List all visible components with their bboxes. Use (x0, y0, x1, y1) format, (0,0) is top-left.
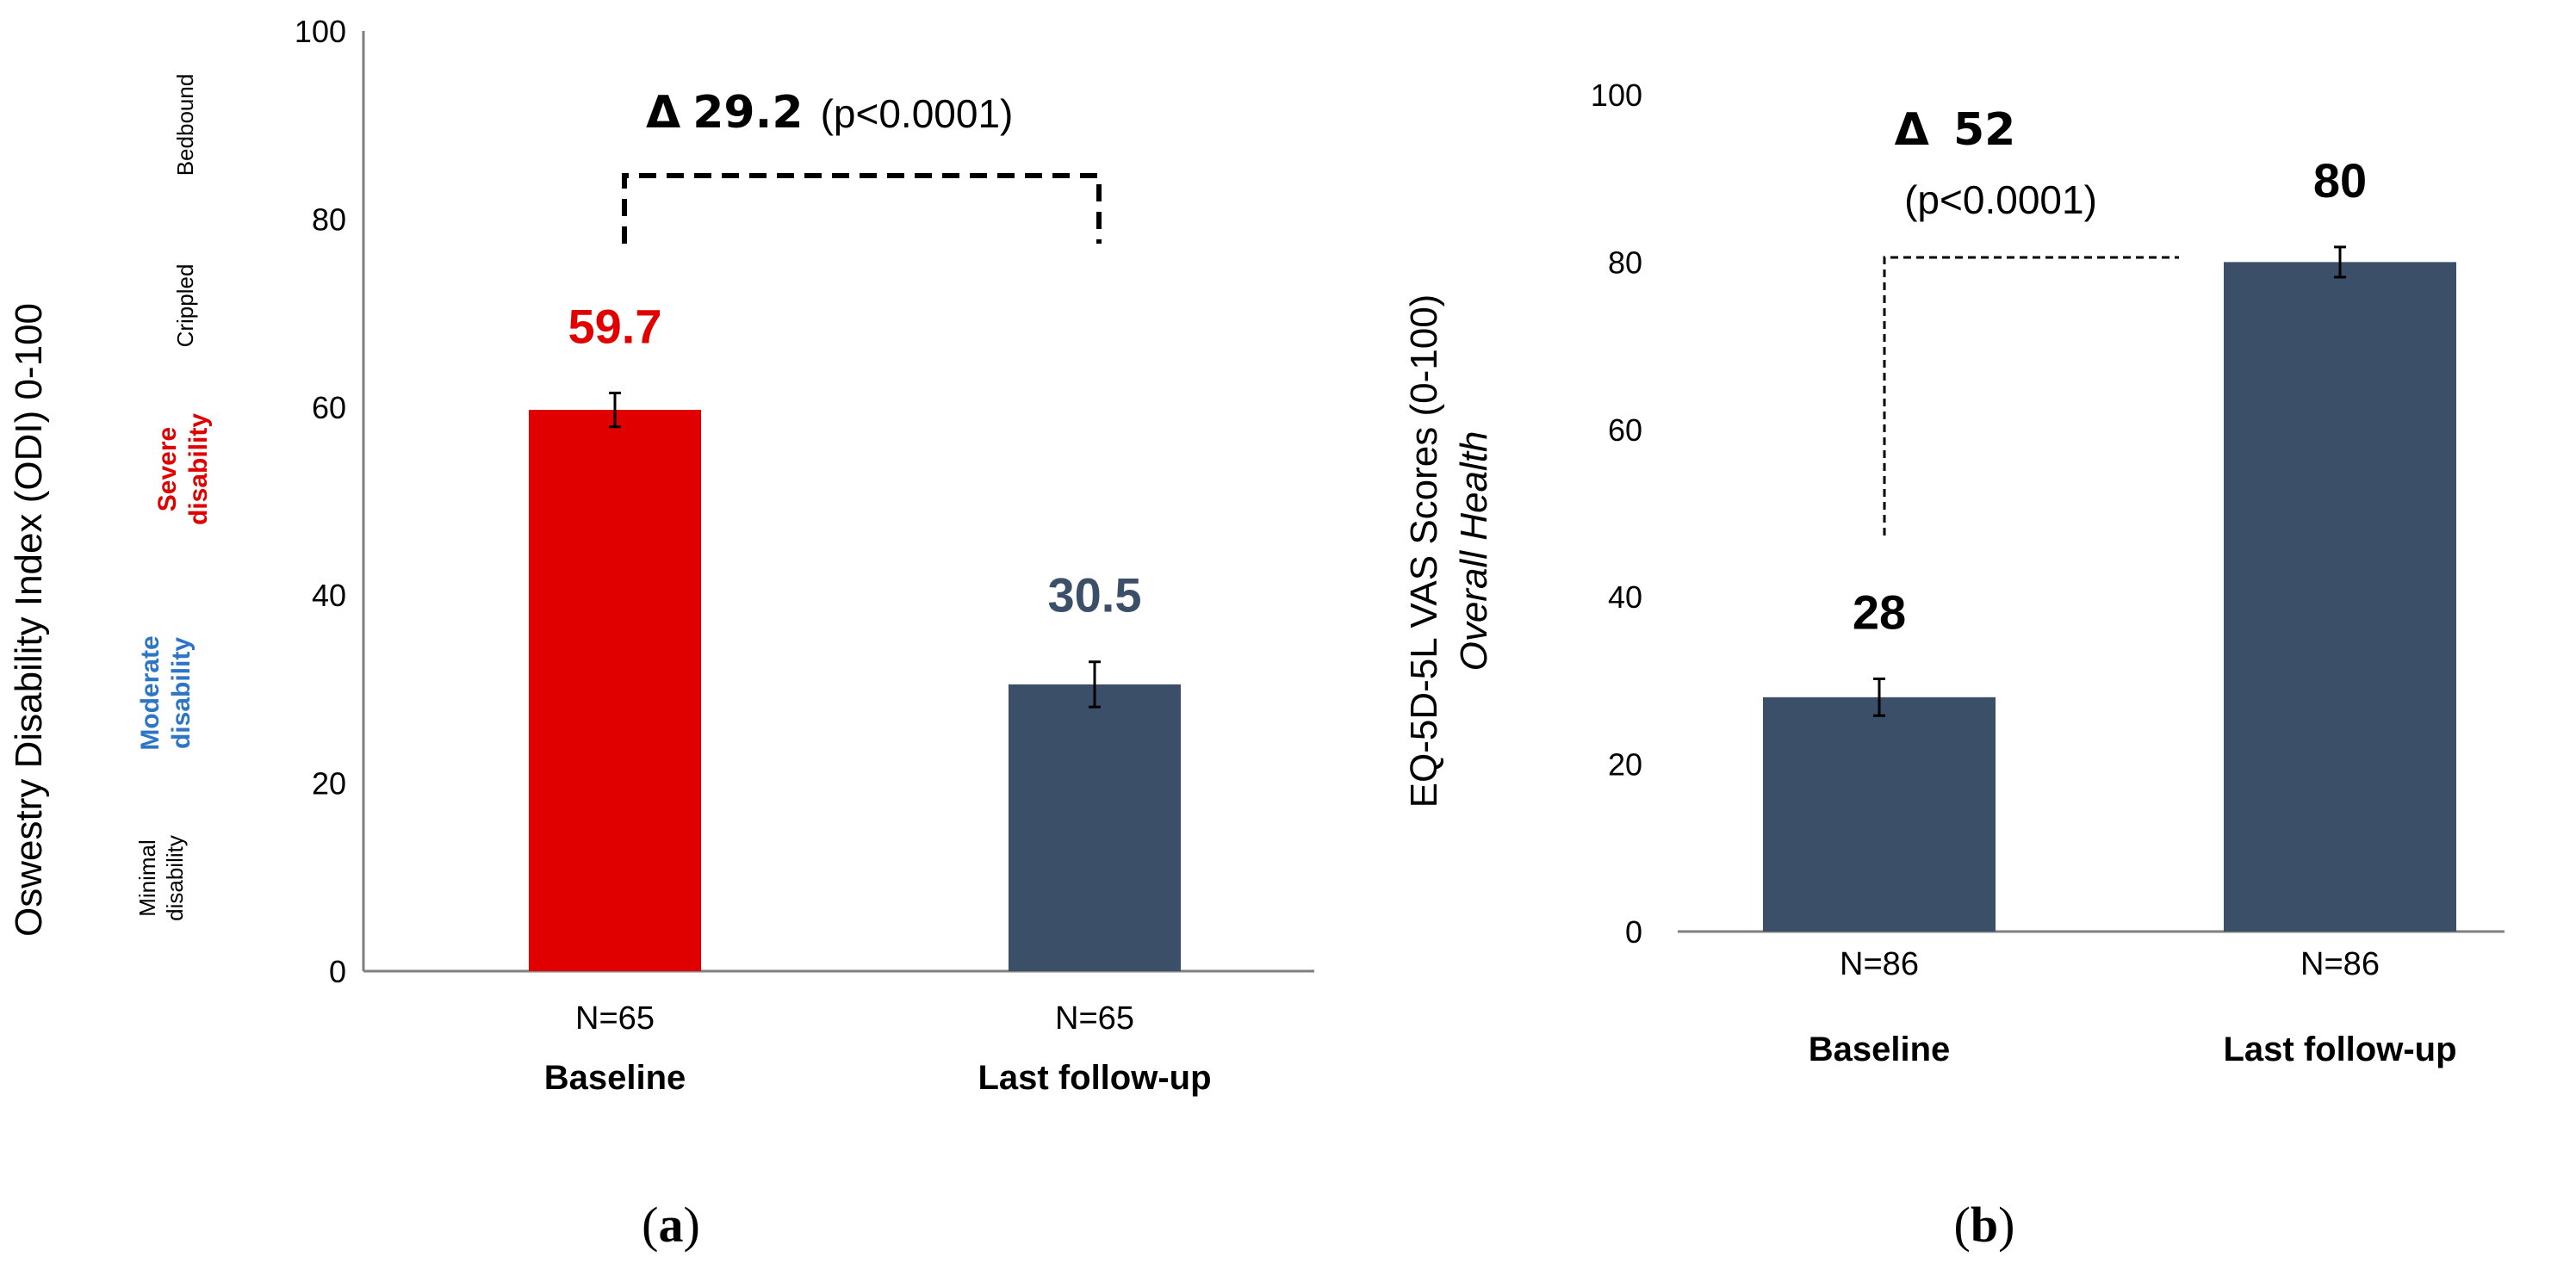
chart-b-pvalue: (p<0.0001) (1904, 177, 2097, 222)
severity-bedbound: Bedbound (172, 74, 198, 176)
severity-severe-line1: Severe (153, 427, 182, 511)
chart-b-ytick: 40 (1608, 579, 1642, 615)
chart-a-pvalue: (p<0.0001) (821, 91, 1014, 136)
severity-minimal-line1: Minimal (134, 839, 160, 917)
severity-minimal-line2: disability (162, 835, 188, 921)
chart-a-ylabel: Oswestry Disability Index (ODI) 0-100 (8, 303, 50, 937)
chart-b-delta-value: 52 (1953, 104, 2015, 156)
severity-moderate-line2: disability (167, 637, 196, 749)
chart-b-delta-symbol: Δ (1895, 104, 1929, 156)
chart-b-ylabel: EQ-5D-5L VAS Scores (0-100) (1403, 294, 1445, 808)
chart-a-ytick: 0 (329, 954, 346, 989)
chart-b-n-label: N=86 (2300, 946, 2380, 982)
chart-a-category-label: Baseline (544, 1059, 686, 1097)
severity-severe-line2: disability (184, 413, 213, 525)
severity-severe: Severe disability (153, 413, 213, 525)
chart-b-ytick: 60 (1608, 412, 1642, 448)
chart-b-ytick: 100 (1591, 77, 1642, 113)
panel-label-a: (a) (642, 1197, 700, 1253)
chart-b-value-label: 80 (2313, 153, 2367, 207)
chart-a-n-label: N=65 (575, 1000, 655, 1037)
severity-moderate: Moderate disability (136, 635, 196, 750)
panel-label-a-letter: a (659, 1197, 684, 1253)
chart-b-ytick: 20 (1608, 747, 1642, 783)
chart-b-delta: Δ 52 (1895, 104, 2016, 156)
chart-a-ytick: 100 (295, 14, 346, 49)
chart-b-ytick: 0 (1625, 914, 1642, 950)
severity-crippled: Crippled (172, 264, 198, 348)
chart-a-bar (1009, 684, 1181, 971)
chart-b-bar (2224, 262, 2456, 932)
chart-b-value-label: 28 (1853, 585, 1906, 639)
chart-a-delta-value: 29.2 (692, 87, 803, 139)
chart-b-ylabel2: Overall Health (1453, 431, 1495, 672)
chart-a: Oswestry Disability Index (ODI) 0-100 Be… (8, 14, 1314, 1097)
chart-a-ytick: 60 (312, 390, 346, 425)
chart-a-value-label: 59.7 (568, 299, 662, 353)
chart-a-ytick: 80 (312, 201, 346, 237)
chart-b-category-label: Last follow-up (2223, 1031, 2456, 1068)
chart-b-delta-bracket (1883, 256, 2179, 536)
chart-b: EQ-5D-5L VAS Scores (0-100) Overall Heal… (1403, 77, 2505, 1068)
chart-a-value-label: 30.5 (1048, 568, 1142, 622)
chart-b-ytick: 80 (1608, 245, 1642, 280)
chart-a-n-label: N=65 (1055, 1000, 1134, 1037)
chart-a-category-label: Last follow-up (978, 1059, 1211, 1097)
chart-a-bar (529, 410, 701, 971)
severity-moderate-line1: Moderate (136, 635, 164, 750)
panel-label-b: (b) (1954, 1197, 2015, 1253)
chart-b-category-label: Baseline (1809, 1031, 1951, 1068)
chart-b-n-label: N=86 (1840, 946, 1919, 982)
chart-a-ytick: 20 (312, 766, 346, 802)
severity-minimal: Minimal disability (134, 835, 188, 921)
chart-a-ytick: 40 (312, 578, 346, 613)
chart-a-delta: Δ 29.2 (p<0.0001) (646, 87, 1013, 139)
panel-label-b-letter: b (1971, 1197, 1998, 1253)
chart-a-delta-bracket (622, 173, 1102, 244)
chart-b-bar (1763, 697, 1996, 932)
chart-a-delta-symbol: Δ (646, 87, 680, 139)
